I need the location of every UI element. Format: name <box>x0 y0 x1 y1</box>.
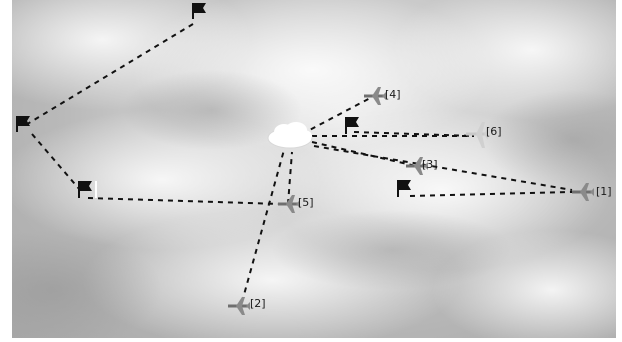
route-line-flag-mid-left-to-unit-5 <box>87 197 281 205</box>
unit-label: [1] <box>596 185 612 198</box>
unit-5[interactable]: [5] <box>278 195 314 213</box>
fighter-jet-icon <box>466 122 488 148</box>
unit-label: [4] <box>385 88 401 101</box>
waypoint-flag-icon <box>345 117 347 134</box>
waypoint-flag-left[interactable] <box>16 116 30 132</box>
waypoint-flag-icon <box>397 180 399 197</box>
waypoint-flag-post <box>95 181 97 198</box>
waypoint-flag-icon <box>78 181 80 198</box>
route-line-center-to-unit-1 <box>313 145 573 191</box>
waypoint-flag-icon <box>16 116 18 132</box>
fighter-jet-icon <box>364 87 386 105</box>
route-line-flag-left-to-flag-mid-left <box>31 133 81 191</box>
cloud-layer <box>12 0 616 338</box>
route-line-unit-5-to-center <box>287 151 293 205</box>
waypoint-flag-cloth <box>18 116 30 126</box>
fighter-jet-icon <box>278 195 300 213</box>
waypoint-flag-mid-left[interactable] <box>78 181 97 198</box>
fighter-jet-icon <box>228 297 250 315</box>
waypoint-flag-cloth <box>347 117 359 127</box>
unit-label: [5] <box>298 196 314 209</box>
fighter-jet-icon <box>572 183 594 201</box>
route-line-flag-right-to-unit-1 <box>409 191 573 197</box>
waypoint-flag-right[interactable] <box>397 180 411 197</box>
fighter-jet-icon <box>406 157 428 175</box>
waypoint-flag-icon <box>192 3 194 19</box>
mission-map[interactable]: [1] [2] [3] <box>12 0 616 338</box>
unit-1[interactable]: [1] <box>572 183 612 201</box>
unit-6[interactable]: [6] <box>466 122 502 148</box>
unit-label: [6] <box>486 125 502 138</box>
game-viewport[interactable]: [1] [2] [3] <box>12 0 616 338</box>
waypoint-flag-mid-right[interactable] <box>345 117 359 134</box>
cloud-marker[interactable] <box>267 122 313 149</box>
waypoint-flag-top[interactable] <box>192 3 206 19</box>
unit-label: [2] <box>250 297 266 310</box>
route-line-unit-2-to-center <box>241 149 285 303</box>
waypoint-flag-cloth <box>80 181 92 191</box>
route-lines <box>23 23 573 303</box>
waypoint-flag-cloth <box>399 180 411 190</box>
waypoint-flag-cloth <box>194 3 206 13</box>
unit-4[interactable]: [4] <box>364 87 401 105</box>
route-line-flag-top-to-flag-left <box>23 23 194 127</box>
unit-3[interactable]: [3] <box>406 157 438 175</box>
unit-2[interactable]: [2] <box>228 297 266 315</box>
route-line-flag-mid-right-to-unit-6 <box>353 131 475 137</box>
unit-label: [3] <box>422 158 438 171</box>
cloud-marker-icon <box>267 122 313 149</box>
route-line-center-to-unit-4 <box>301 95 375 135</box>
